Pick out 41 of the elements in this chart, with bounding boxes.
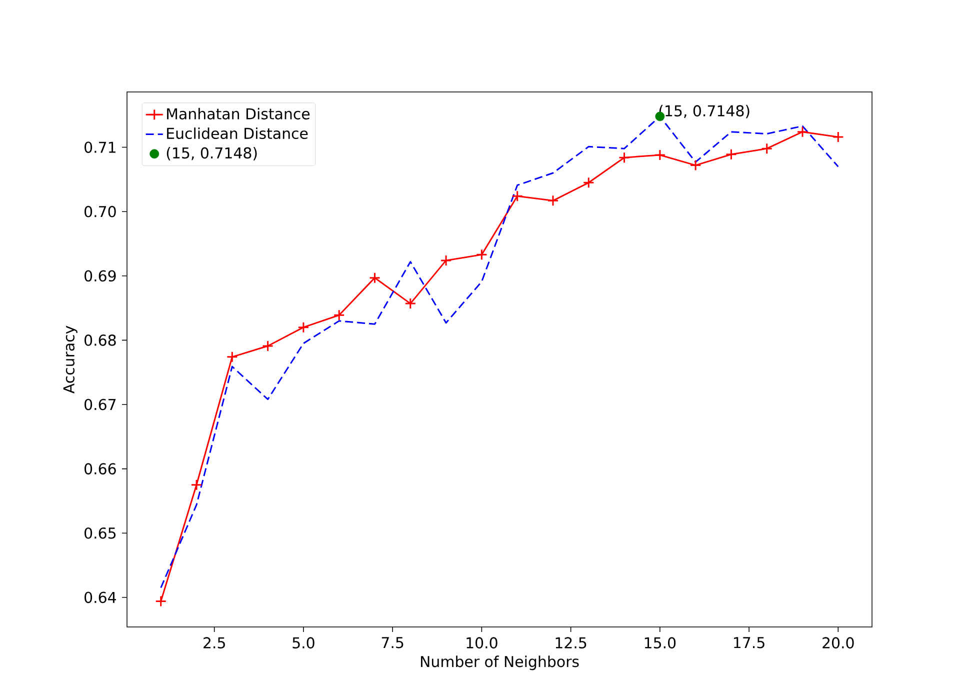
point bbox=[298, 322, 310, 334]
point bbox=[654, 149, 666, 161]
x-tick-label: 20.0 bbox=[822, 637, 854, 648]
point bbox=[333, 309, 345, 321]
point bbox=[832, 131, 844, 143]
y-tick-label: 0.71 bbox=[84, 142, 116, 153]
y-tick-label: 0.67 bbox=[84, 398, 116, 410]
point bbox=[190, 479, 202, 491]
x-tick-label: 2.5 bbox=[204, 637, 225, 648]
legend-label: Manhatan Distance bbox=[167, 108, 310, 120]
point bbox=[761, 142, 773, 154]
point bbox=[369, 272, 380, 284]
y-tick-label: 0.69 bbox=[84, 270, 116, 282]
point bbox=[155, 596, 167, 608]
y-tick-label: 0.68 bbox=[84, 334, 116, 346]
point bbox=[226, 351, 238, 363]
point bbox=[476, 248, 488, 260]
point bbox=[440, 254, 452, 266]
point bbox=[618, 152, 630, 164]
point bbox=[725, 148, 737, 160]
y-tick-label: 0.64 bbox=[84, 592, 116, 604]
point bbox=[262, 340, 274, 352]
x-tick-label: 10.0 bbox=[466, 637, 498, 648]
x-tick-label: 15.0 bbox=[644, 637, 676, 648]
y-tick-label: 0.65 bbox=[84, 527, 116, 539]
point bbox=[796, 126, 808, 138]
y-tick-label: 0.70 bbox=[84, 206, 116, 218]
y-tick-label: 0.66 bbox=[84, 463, 116, 474]
x-axis-title: Number of Neighbors bbox=[420, 656, 579, 670]
legend-label: Euclidean Distance bbox=[167, 127, 308, 140]
x-tick-label: 7.5 bbox=[382, 637, 404, 648]
legend-label: (15, 0.7148) bbox=[166, 147, 257, 160]
x-tick-label: 12.5 bbox=[556, 637, 586, 648]
point bbox=[404, 298, 416, 310]
point bbox=[547, 194, 559, 206]
point bbox=[690, 160, 702, 172]
x-tick-label: 17.5 bbox=[734, 637, 764, 648]
y-axis-title: Accuracy bbox=[63, 326, 78, 394]
x-tick-label: 5.0 bbox=[292, 637, 314, 648]
point bbox=[582, 176, 594, 188]
point bbox=[512, 190, 524, 202]
